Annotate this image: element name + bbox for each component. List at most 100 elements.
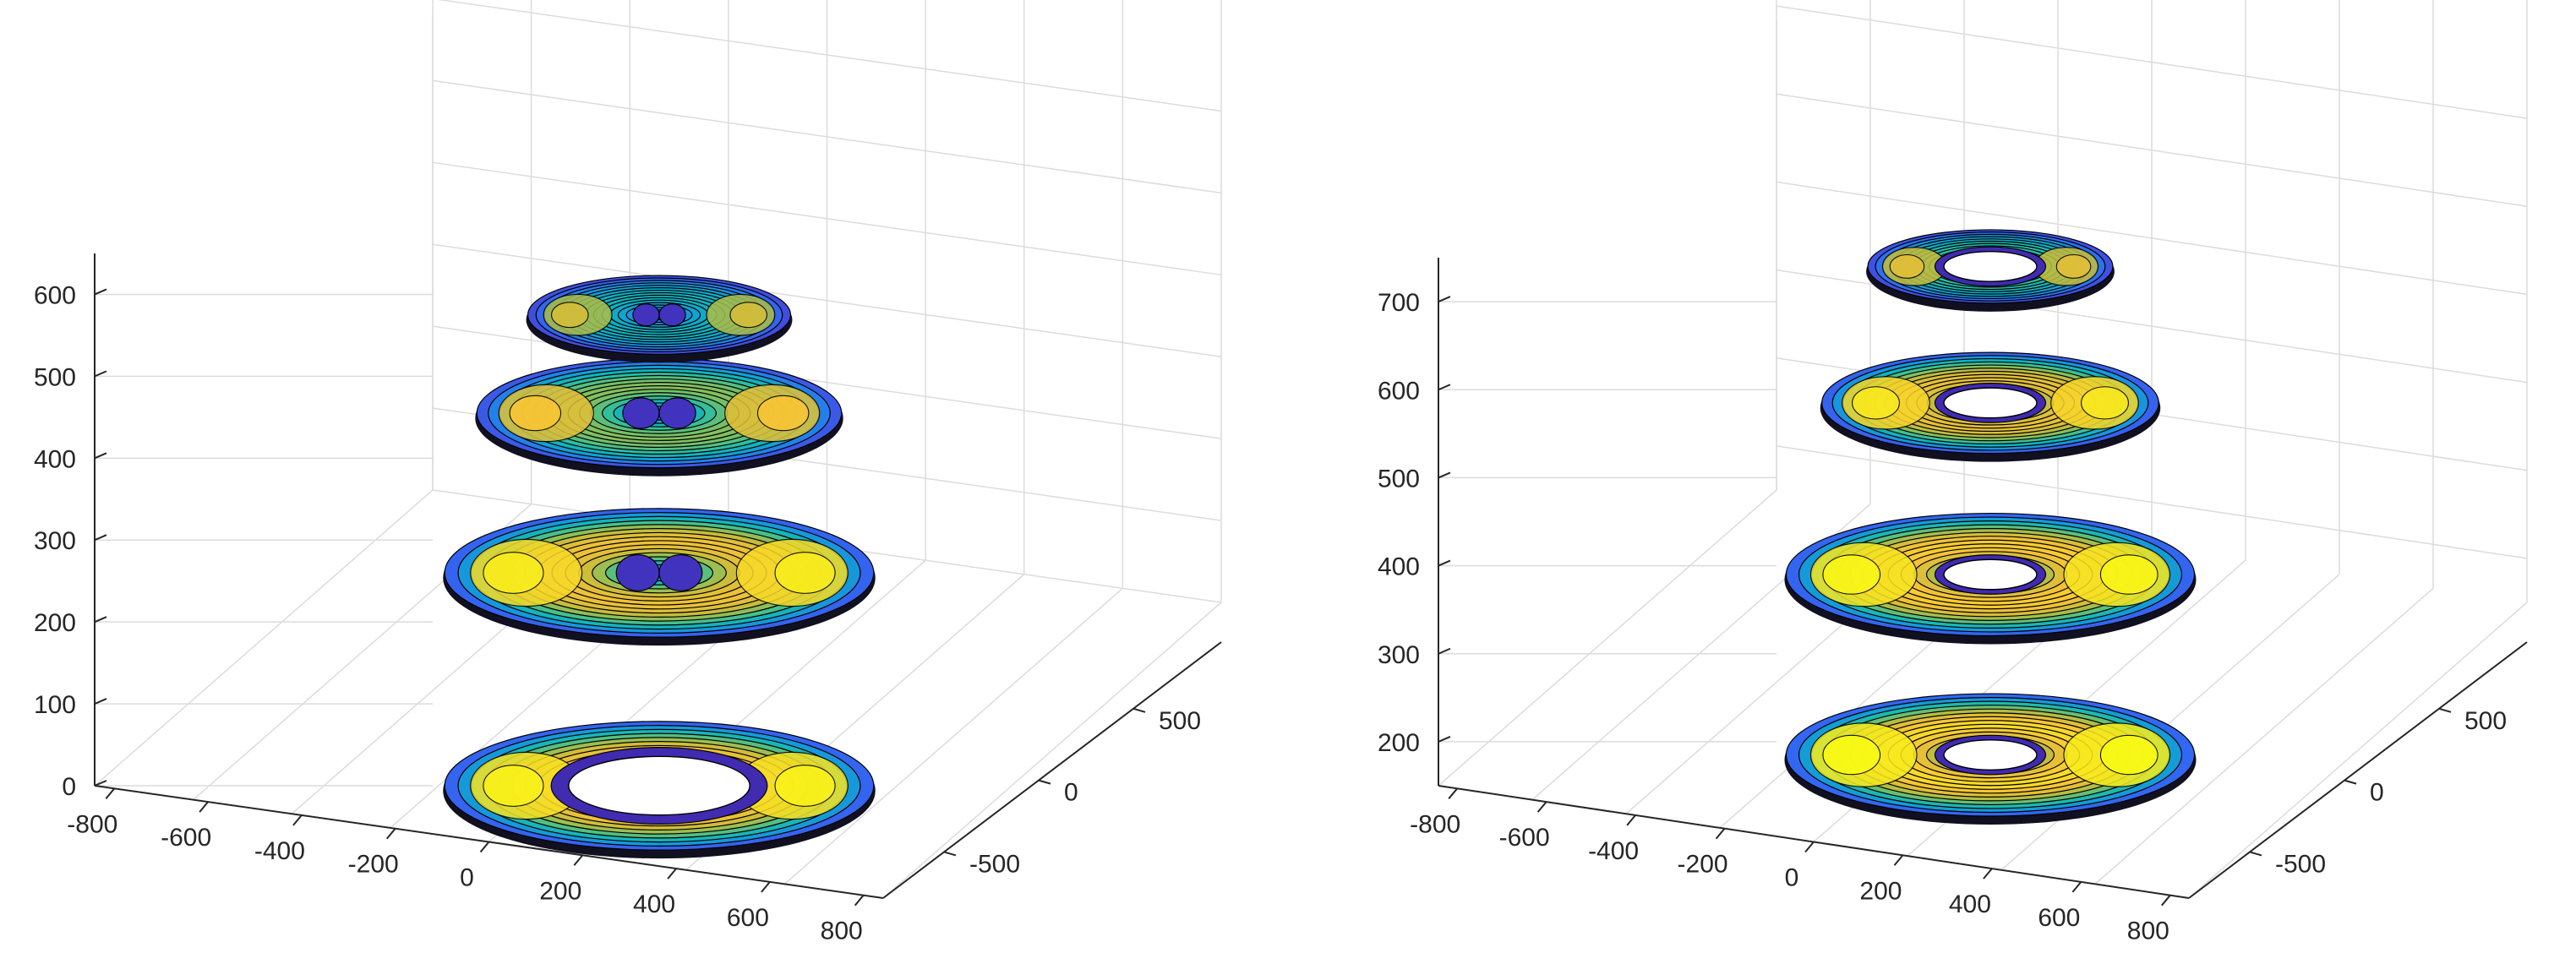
center-hole xyxy=(568,755,750,816)
y-tick xyxy=(2344,779,2357,785)
x-tick-label: -200 xyxy=(348,851,399,879)
center-hole xyxy=(1943,387,2038,419)
contour-lobe xyxy=(729,302,768,329)
x-tick-label: 200 xyxy=(539,877,581,905)
contour-lobe xyxy=(2099,554,2158,595)
x-tick xyxy=(105,787,116,799)
y-tick-label: -500 xyxy=(969,850,1020,878)
contour-lobe xyxy=(774,552,836,594)
z-tick-label: 600 xyxy=(1378,377,1420,405)
z-tick xyxy=(1438,471,1451,479)
x-tick xyxy=(199,801,209,813)
contour-lobe xyxy=(1822,554,1881,595)
contour-lobe xyxy=(774,765,836,807)
z-tick xyxy=(94,534,107,542)
grid-line xyxy=(432,243,1222,357)
grid-line xyxy=(1776,5,2528,119)
grid-line xyxy=(1776,181,2528,296)
z-tick-label: 500 xyxy=(1378,465,1420,493)
center-hole xyxy=(1943,739,2038,771)
x-tick-label: -800 xyxy=(67,810,117,838)
x-tick xyxy=(1715,828,1726,840)
grid-line xyxy=(432,161,1222,276)
z-tick xyxy=(1438,296,1451,303)
x-tick xyxy=(479,841,490,853)
y-tick-label: 0 xyxy=(2370,779,2384,807)
x-tick xyxy=(1626,814,1636,826)
contour-layer xyxy=(443,721,876,859)
z-tick-label: 700 xyxy=(1378,289,1420,317)
axes: 200 300 400 500 600 700 -800 -600 -400 -200 0 200 40… xyxy=(1378,258,2528,945)
x-tick xyxy=(1983,868,1993,879)
grid-line xyxy=(437,0,1222,112)
grid-line xyxy=(1776,93,2528,207)
grid-line xyxy=(1776,445,2528,559)
z-tick xyxy=(94,780,107,787)
grid-line xyxy=(783,587,1123,885)
z-tick xyxy=(94,370,107,378)
y-tick xyxy=(2438,707,2452,713)
axes: 0 100 200 300 400 500 600 -800 -600 -400 -200 0 200 4… xyxy=(34,253,1222,945)
z-tick-label: 0 xyxy=(62,773,76,801)
z-tick-label: 100 xyxy=(34,691,76,719)
contour-lobe xyxy=(1889,253,1925,279)
contour-layer xyxy=(1784,693,2197,825)
grid-line xyxy=(1438,489,1777,787)
y-tick xyxy=(1038,779,1051,785)
contour-lobe xyxy=(483,765,544,807)
contour-lobe xyxy=(1822,734,1881,776)
contour-layer xyxy=(1866,229,2115,312)
dipole-lobe xyxy=(658,554,703,591)
z-tick xyxy=(94,452,107,460)
x-tick xyxy=(761,881,771,893)
x-tick xyxy=(1804,841,1815,853)
x-tick xyxy=(573,854,584,866)
dipole-lobe xyxy=(658,303,686,327)
y-tick xyxy=(943,851,957,857)
z-tick-label: 200 xyxy=(34,609,76,637)
contour-lobe xyxy=(2081,386,2129,420)
x-tick xyxy=(854,895,865,907)
y-tick-label: 0 xyxy=(1064,779,1078,807)
z-tick xyxy=(1438,559,1451,567)
contour-lobe xyxy=(1852,386,1900,420)
x-tick-label: 800 xyxy=(821,918,863,945)
contour-layer xyxy=(443,508,876,646)
dipole-lobe xyxy=(632,303,660,327)
x-tick-label: 600 xyxy=(727,904,769,932)
grid-line xyxy=(94,489,434,787)
z-tick xyxy=(94,288,107,296)
grid-line xyxy=(2188,602,2528,899)
x-tick-label: -600 xyxy=(161,824,211,852)
y-tick-label: 500 xyxy=(2464,707,2507,735)
x-tick-label: 0 xyxy=(1785,864,1799,892)
z-tick-label: 300 xyxy=(1378,641,1420,669)
contour-layer xyxy=(1820,351,2161,462)
contour-lobe xyxy=(550,302,589,329)
x-tick-label: -400 xyxy=(254,837,305,865)
x-tick-label: 400 xyxy=(1949,890,1991,918)
contour-3d-axes-right: 200 300 400 500 600 700 -800 -600 -400 -200 0 200 40… xyxy=(1378,0,2528,945)
y-tick-label: 500 xyxy=(1159,707,1201,735)
grid-line xyxy=(882,602,1222,899)
grid-line xyxy=(432,79,1222,194)
z-tick xyxy=(1438,735,1451,743)
y-tick-label: -500 xyxy=(2275,850,2326,878)
x-tick xyxy=(292,814,303,826)
x-tick xyxy=(1893,854,1904,866)
contour-lobe xyxy=(2099,734,2158,776)
x-tick-label: 800 xyxy=(2127,918,2169,945)
z-tick-label: 400 xyxy=(34,445,76,473)
y-axis-line xyxy=(2188,641,2528,899)
dipole-lobe xyxy=(622,397,660,429)
x-tick-label: 200 xyxy=(1859,877,1902,905)
x-tick-label: 600 xyxy=(2038,904,2080,932)
z-tick-label: 400 xyxy=(1378,553,1420,581)
x-tick xyxy=(2161,895,2171,907)
z-tick xyxy=(94,698,107,705)
center-hole xyxy=(1943,250,2038,282)
y-axis-line xyxy=(882,641,1222,899)
contour-layer xyxy=(475,357,843,476)
x-tick xyxy=(1448,787,1458,799)
